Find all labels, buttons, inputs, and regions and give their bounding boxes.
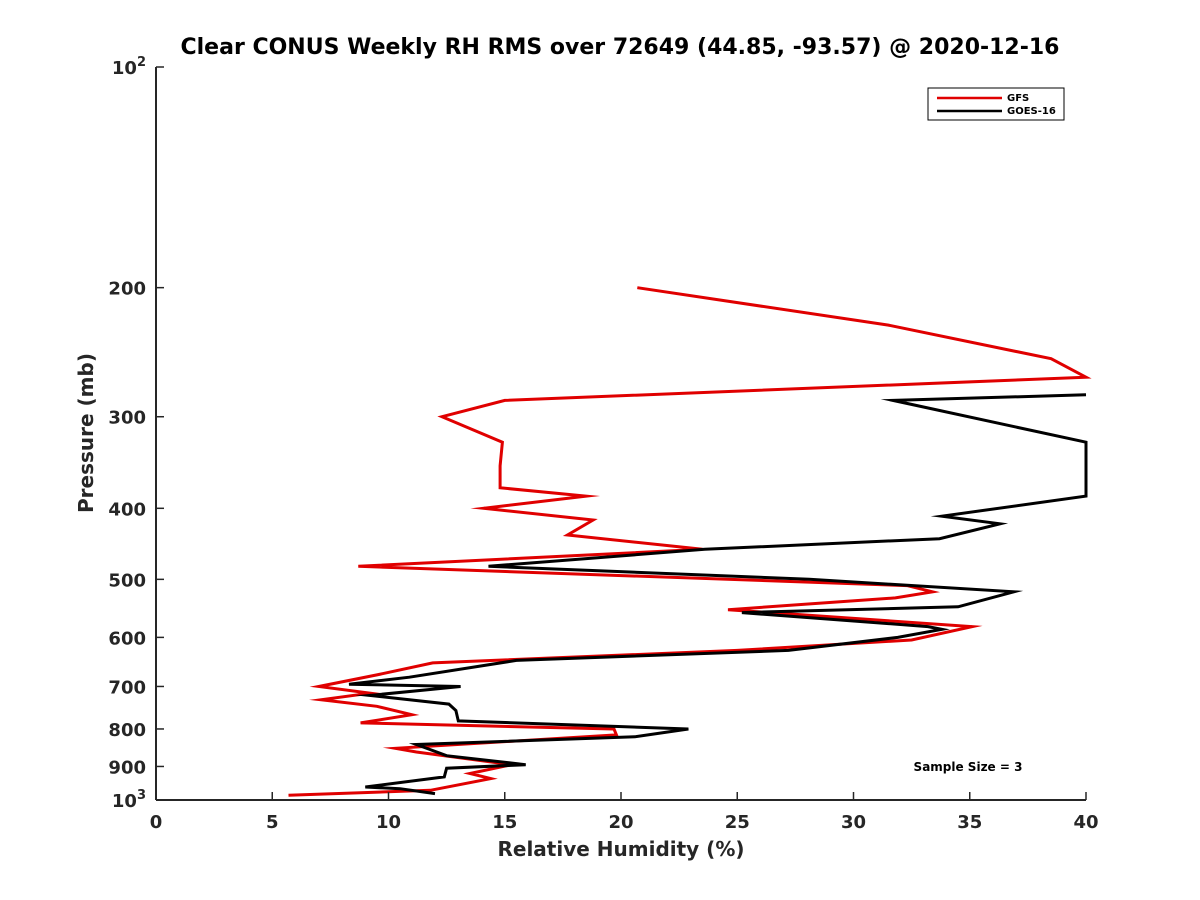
x-tick-label: 30 — [841, 812, 866, 833]
x-tick-label: 35 — [957, 812, 982, 833]
y-tick-label: 800 — [108, 720, 146, 741]
y-tick-label: 102 — [112, 55, 146, 79]
x-tick-label: 15 — [492, 812, 517, 833]
series-line-goes16 — [348, 393, 1088, 796]
y-tick-label: 600 — [108, 628, 146, 649]
y-axis-label: Pressure (mb) — [74, 353, 98, 513]
legend: GFS GOES-16 — [927, 87, 1065, 121]
x-tick-label: 5 — [266, 812, 279, 833]
chart-title: Clear CONUS Weekly RH RMS over 72649 (44… — [181, 35, 1060, 60]
x-axis-label: Relative Humidity (%) — [497, 837, 744, 861]
sample-size-annotation: Sample Size = 3 — [914, 760, 1023, 774]
x-tick-label: 0 — [150, 812, 163, 833]
y-tick-label: 900 — [108, 757, 146, 778]
y-tick-label: 400 — [108, 499, 146, 520]
legend-label-gfs: GFS — [1007, 93, 1029, 104]
y-tick-label: 103 — [112, 788, 146, 812]
y-tick-label: 500 — [108, 570, 146, 591]
legend-label-goes16: GOES-16 — [1007, 106, 1056, 117]
y-tick-label: 700 — [108, 677, 146, 698]
x-tick-label: 40 — [1073, 812, 1098, 833]
x-tick-label: 20 — [608, 812, 633, 833]
series-lines — [288, 286, 1092, 797]
y-tick-label: 200 — [108, 279, 146, 300]
legend-box — [927, 87, 1065, 121]
axes: 0 5 10 15 20 25 30 35 40 102 200 300 400 500 600 700 800… — [108, 55, 1098, 833]
y-tick-label: 300 — [108, 408, 146, 429]
x-tick-label: 10 — [376, 812, 401, 833]
x-tick-label: 25 — [725, 812, 750, 833]
